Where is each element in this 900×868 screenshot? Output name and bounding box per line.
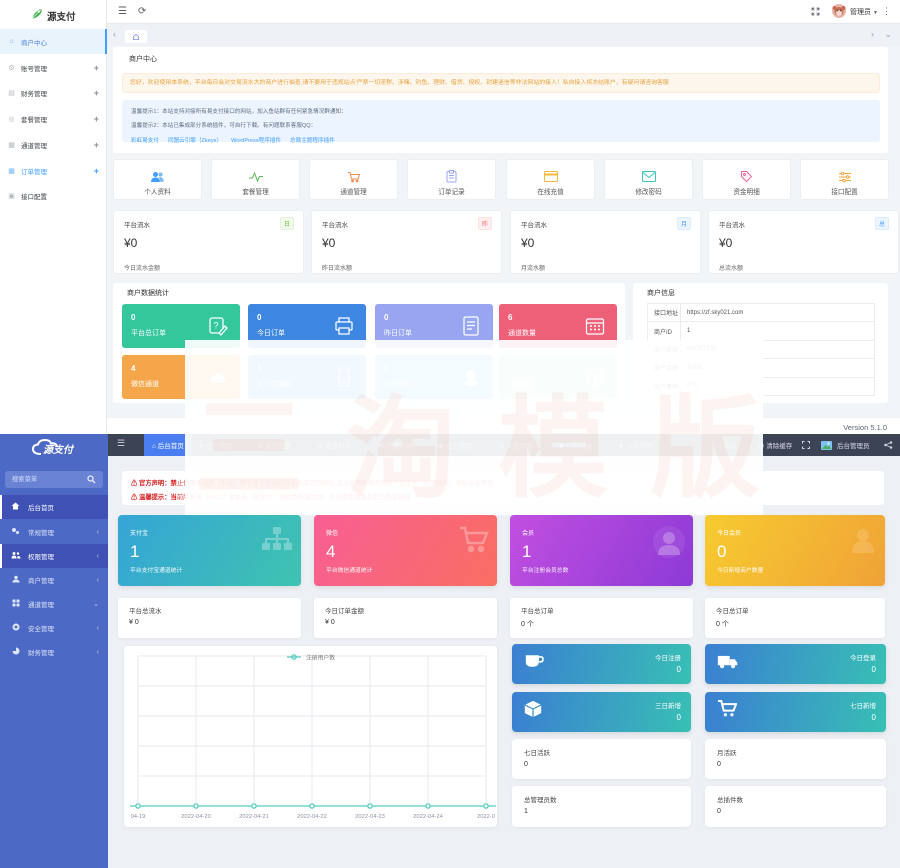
svg-text:2022-04-21: 2022-04-21 xyxy=(239,814,269,820)
svg-text:2022-04-20: 2022-04-20 xyxy=(181,814,211,820)
svg-text:2022-04-23: 2022-04-23 xyxy=(355,814,385,820)
svg-text:注册用户数: 注册用户数 xyxy=(306,654,335,662)
svg-text:2022-04-22: 2022-04-22 xyxy=(297,814,327,820)
svg-text:2022-0: 2022-0 xyxy=(477,814,495,820)
svg-text:04-19: 04-19 xyxy=(131,814,146,820)
svg-text:?: ? xyxy=(214,321,219,331)
svg-text:源支付: 源支付 xyxy=(43,444,75,456)
svg-text:2022-04-24: 2022-04-24 xyxy=(413,814,443,820)
